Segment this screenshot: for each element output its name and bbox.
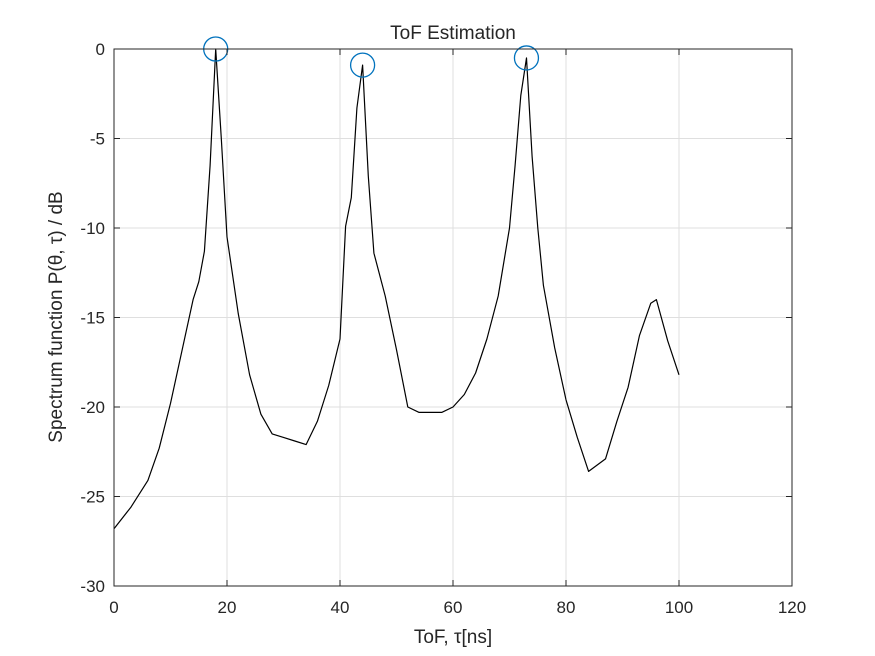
y-tick-label: -5: [90, 130, 105, 149]
peak-marker: [513, 45, 540, 71]
y-axis-label: Spectrum function P(θ, τ) / dB: [46, 191, 67, 442]
x-tick-label: 20: [218, 598, 237, 617]
chart-title: ToF Estimation: [390, 23, 516, 44]
x-tick-label: 60: [444, 598, 463, 617]
y-tick-label: -15: [80, 309, 105, 328]
y-tick-label: -25: [80, 488, 105, 507]
y-tick-label: -20: [80, 398, 105, 417]
y-tick-label: 0: [96, 40, 105, 59]
x-tick-label: 40: [331, 598, 350, 617]
series-group: [113, 48, 680, 530]
grid-lines: [114, 49, 792, 586]
y-tick-label: -10: [80, 219, 105, 238]
y-tick-label: -30: [80, 577, 105, 596]
peak-marker: [349, 52, 376, 78]
x-tick-labels: 0 20 40 60 80 100 120: [109, 598, 806, 617]
x-axis-label: ToF, τ[ns]: [414, 627, 492, 648]
x-tick-label: 0: [109, 598, 118, 617]
y-tick-labels: 0 -5 -10 -15 -20 -25 -30: [80, 40, 105, 596]
tick-marks: [113, 48, 793, 587]
x-tick-label: 120: [778, 598, 806, 617]
spectrum-line: [113, 48, 680, 530]
x-tick-label: 100: [665, 598, 693, 617]
x-tick-label: 80: [557, 598, 576, 617]
